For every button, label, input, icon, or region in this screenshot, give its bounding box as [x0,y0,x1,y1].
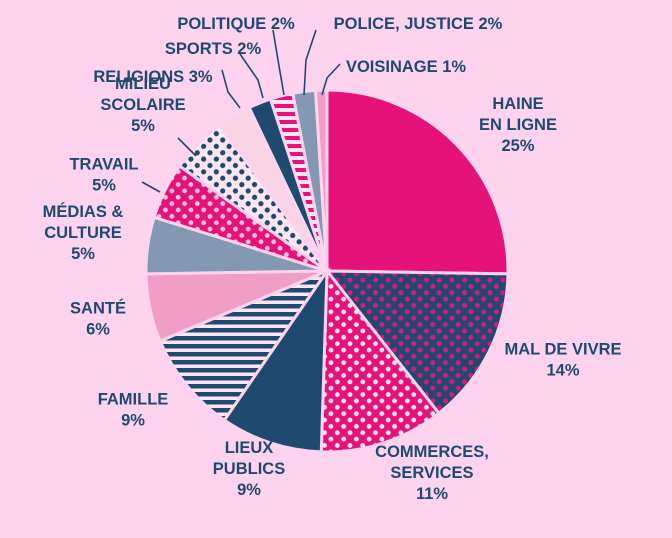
slice-label-travail: TRAVAIL 5% [69,156,138,195]
slice-label-line: 5% [131,117,155,135]
slice-label-sports: SPORTS 2% [165,40,262,58]
leader-line-politique [272,29,285,96]
slice-label-line: 9% [237,481,261,499]
slice-label-medias-culture: MÉDIAS & CULTURE 5% [43,202,124,263]
slice-label-line: LIEUX [225,439,274,457]
slice-label-line: EN LIGNE [479,116,557,134]
slice-label-milieu-scolaire: MILIEU SCOLAIRE 5% [100,75,185,135]
slice-label-line: SANTÉ [70,299,126,318]
slice-label-line: SERVICES [390,464,473,482]
pie-slice-mal-de-vivre [323,269,510,416]
slice-label-line: MÉDIAS & [43,202,124,221]
leader-line-milieu-scolaire [177,137,197,157]
slice-label-line: 11% [416,485,448,503]
leader-line-travail [141,181,161,193]
slice-label-commerces-services: COMMERCES, SERVICES 11% [375,443,489,503]
slice-label-religions: RELIGIONS 3% [93,68,213,86]
slice-label-line: 25% [501,137,534,155]
slice-label-line: MILIEU [115,75,171,93]
slice-label-line: 14% [546,362,579,380]
slice-label-line: SPORTS 2% [165,40,262,58]
slice-label-voisinage: VOISINAGE 1% [346,58,466,76]
slice-label-politique: POLITIQUE 2% [177,15,295,33]
pie-slice-haine-en-ligne [325,88,510,276]
pie-slice-commerces-services [319,266,441,454]
pie-slice-lieux-publics [222,265,329,454]
slice-label-line: RELIGIONS 3% [93,68,213,86]
slice-label-line: COMMERCES, [375,443,489,461]
label-leader-lines [141,29,341,193]
slice-label-line: VOISINAGE 1% [346,58,466,76]
slice-label-line: PUBLICS [213,460,285,478]
slice-label-mal-de-vivre: MAL DE VIVRE 14% [504,341,621,380]
slice-labels: HAINE EN LIGNE 25% MAL DE VIVRE 14% COMMERCES… [43,15,622,503]
leader-line-religions [221,69,241,109]
leader-line-police-justice [303,29,317,96]
slice-label-line: POLICE, JUSTICE 2% [334,15,503,33]
slice-label-sante: SANTÉ 6% [70,299,126,339]
slice-label-haine-en-ligne: HAINE EN LIGNE 25% [479,95,557,155]
slice-label-line: 9% [121,412,145,430]
slice-label-police-justice: POLICE, JUSTICE 2% [334,15,503,33]
slice-label-line: 6% [86,321,110,339]
slice-label-line: POLITIQUE 2% [177,15,295,33]
pie-slice-famille [158,267,332,423]
slice-label-famille: FAMILLE 9% [98,391,169,430]
slice-label-line: FAMILLE [98,391,169,409]
slice-label-line: MAL DE VIVRE [504,341,621,359]
leader-line-sports [239,53,264,99]
pie-slices [144,88,510,454]
slice-label-line: 5% [71,245,95,263]
slice-label-line: SCOLAIRE [100,96,185,114]
slice-label-line: CULTURE [44,224,122,242]
slice-label-line: TRAVAIL [69,156,138,174]
slice-label-line: HAINE [492,95,543,113]
pie-slice-voisinage [313,88,329,272]
leader-line-voisinage [321,63,341,96]
slice-label-line: 5% [92,177,116,195]
slice-label-lieux-publics: LIEUX PUBLICS 9% [213,439,285,499]
